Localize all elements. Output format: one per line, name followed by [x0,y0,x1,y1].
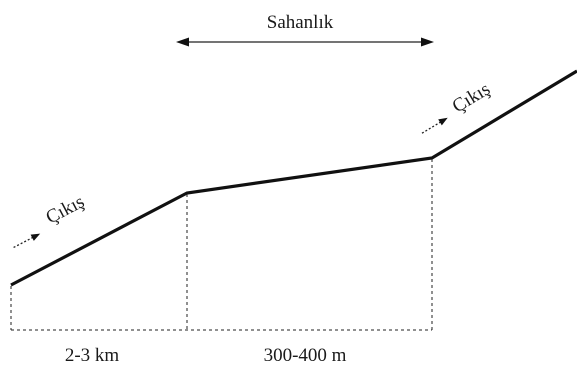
arrowhead-right [421,37,434,47]
arrowhead-left [176,37,189,47]
distance-label-right: 300-400 m [264,345,347,366]
exit-label-right: Çıkış [449,79,494,118]
exit-arrow-right [421,117,448,134]
distance-label-left: 2-3 km [65,345,120,366]
landing-span-arrow [176,37,434,47]
road-profile-line [10,69,577,287]
exit-arrow-left [13,233,41,249]
landing-label: Sahanlık [267,12,334,33]
exit-label-left: Çıkış [43,191,88,228]
